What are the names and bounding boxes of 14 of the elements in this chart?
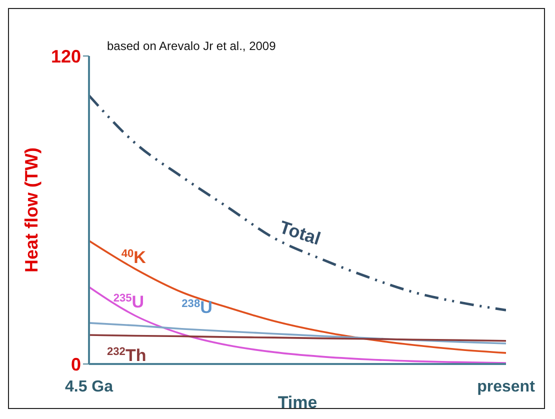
series-label: $^{235}$U — [113, 292, 144, 312]
series-label: $^{40}$K — [121, 248, 147, 268]
line-series — [89, 322, 506, 344]
text: based on Arevalo Jr et al., 2009 — [107, 39, 276, 53]
x-tick-label: present — [477, 378, 536, 396]
series-label: $^{232}$Th — [107, 346, 146, 365]
x-tick-label: 4.5 Ga — [64, 378, 114, 396]
y-tick-label: 0 — [70, 354, 81, 374]
text: Total — [277, 217, 323, 249]
y-axis-title: Heat flow (TW) — [21, 148, 42, 272]
x-axis-title: Time — [278, 393, 318, 412]
series-label: $^{238}$U — [182, 298, 212, 317]
line-series — [89, 94, 506, 312]
y-tick-label: 120 — [50, 46, 81, 66]
